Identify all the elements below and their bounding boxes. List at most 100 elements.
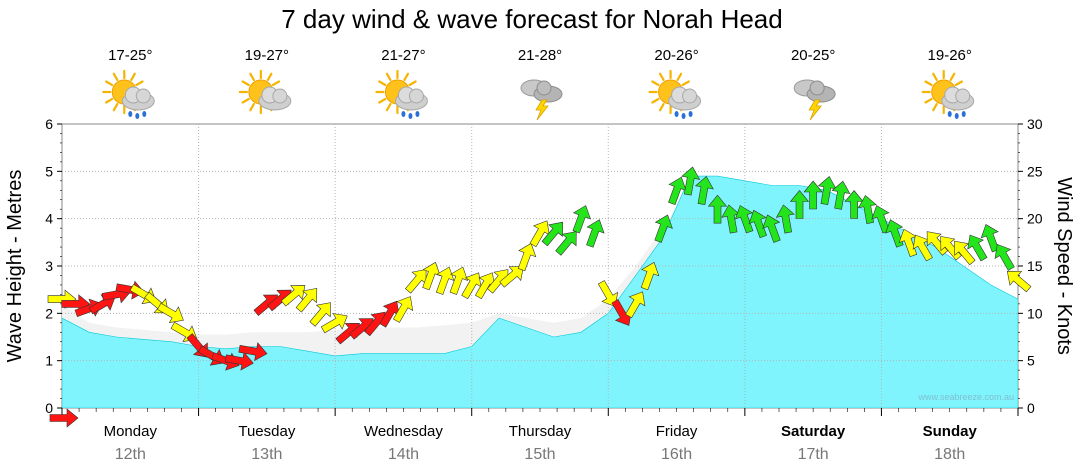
gridlines [62, 124, 1018, 408]
wind-arrow [280, 285, 306, 307]
day-labels: Monday 12th Tuesday 13th Wednesday 14th Thursd… [104, 423, 978, 463]
day-label: Saturday [781, 423, 846, 440]
wind-arrow [529, 220, 550, 248]
temp-range: 19-26° [928, 47, 972, 64]
day-label: Thursday [509, 423, 572, 440]
wind-arrow [857, 194, 877, 224]
wind-arrow [817, 176, 837, 206]
wind-arrow [885, 219, 904, 248]
y-tick-label: 1 [45, 353, 53, 369]
wind-arrow [762, 214, 781, 243]
wind-arrows [47, 166, 1032, 428]
wind-arrow [392, 296, 414, 323]
wind-arrow [517, 242, 537, 272]
wind-arrow [912, 234, 933, 262]
y2-tick-label: 0 [1027, 400, 1035, 416]
wind-arrow [295, 288, 318, 313]
wind-arrow [586, 219, 605, 248]
weather-row: 17-25° 19-27° 21-27° 21-28° 20-26° 20-25° 19-2… [102, 47, 975, 121]
sun-cloud-rain-icon [648, 69, 702, 119]
x-axis [61, 408, 1019, 416]
wind-arrow [499, 266, 524, 288]
day-label: Sunday [923, 423, 978, 440]
temp-range: 20-26° [654, 47, 698, 64]
date-label: 12th [115, 446, 146, 463]
y-tick-label: 6 [45, 116, 53, 132]
y2-tick-label: 15 [1027, 258, 1043, 274]
wind-arrow [775, 204, 795, 234]
y2-tick-label: 10 [1027, 305, 1043, 321]
wind-arrow [789, 190, 810, 219]
y2-tick-label: 5 [1027, 353, 1035, 369]
wind-arrow [721, 204, 741, 234]
y2-tick-label: 25 [1027, 163, 1043, 179]
y-tick-label: 0 [45, 400, 53, 416]
y-tick-label: 4 [45, 211, 53, 227]
day-label: Wednesday [364, 423, 443, 440]
right-axis: 0 5 10 15 20 25 30 [1018, 116, 1043, 416]
wind-arrow [379, 300, 400, 328]
temp-range: 19-27° [245, 47, 289, 64]
left-axis: 0 1 2 3 4 5 6 [45, 116, 62, 416]
wind-arrow [707, 194, 728, 224]
temp-range: 21-28° [518, 47, 562, 64]
wind-arrow [309, 302, 331, 327]
wind-arrow [224, 351, 254, 371]
wind-arrow [694, 176, 714, 206]
wind-arrow [1006, 270, 1032, 293]
wind-arrow [157, 302, 184, 323]
storm-cloud-icon [520, 79, 563, 121]
y-axis-label: Wave Height - Metres [4, 170, 26, 363]
y-tick-label: 3 [45, 258, 53, 274]
sun-cloud-rain-icon [375, 69, 428, 119]
wind-arrow [654, 214, 673, 243]
y2-tick-label: 30 [1027, 116, 1043, 132]
y-tick-label: 2 [45, 305, 53, 321]
wind-arrow [898, 228, 918, 258]
wind-arrow [625, 291, 646, 319]
wind-arrow [681, 166, 701, 196]
wind-arrow [449, 266, 469, 295]
temp-range: 17-25° [108, 47, 152, 64]
sun-cloud-rain-icon [921, 69, 975, 119]
sun-cloud-icon [238, 69, 292, 115]
wind-arrow [967, 234, 988, 262]
wind-arrow [555, 231, 577, 256]
wind-arrow [404, 269, 427, 294]
temp-range: 20-25° [791, 47, 835, 64]
wind-arrow [320, 313, 348, 334]
wind-arrow [422, 261, 441, 291]
date-label: 15th [524, 446, 555, 463]
wind-arrow [954, 240, 976, 266]
y2-tick-label: 20 [1027, 211, 1043, 227]
chart-title: 7 day wind & wave forecast for Norah Hea… [281, 4, 782, 34]
credit-text: www.seabreeze.com.au [917, 392, 1014, 402]
wind-arrow [541, 221, 564, 247]
day-label: Monday [104, 423, 158, 440]
wind-arrow [238, 342, 268, 362]
wind-arrow [474, 272, 496, 300]
date-label: 17th [798, 446, 829, 463]
wind-arrow [572, 205, 591, 234]
wind-arrow [461, 272, 482, 300]
day-label: Tuesday [238, 423, 295, 440]
wind-arrow [640, 261, 660, 291]
wind-arrow [668, 176, 687, 206]
wind-arrow [734, 205, 754, 234]
wind-arrow [803, 180, 823, 210]
temp-range: 21-27° [381, 47, 425, 64]
date-label: 14th [388, 446, 419, 463]
day-label: Friday [656, 423, 698, 440]
y-tick-label: 5 [45, 163, 53, 179]
wind-arrow [831, 180, 851, 210]
wind-arrow [994, 243, 1015, 271]
y2-axis-label: Wind Speed - Knots [1053, 177, 1075, 355]
date-label: 16th [661, 446, 692, 463]
storm-cloud-icon [793, 79, 836, 121]
date-label: 13th [251, 446, 282, 463]
wind-arrow [597, 280, 618, 307]
date-label: 18th [934, 446, 965, 463]
wind-arrow [49, 408, 79, 428]
wind-arrow [748, 209, 767, 239]
